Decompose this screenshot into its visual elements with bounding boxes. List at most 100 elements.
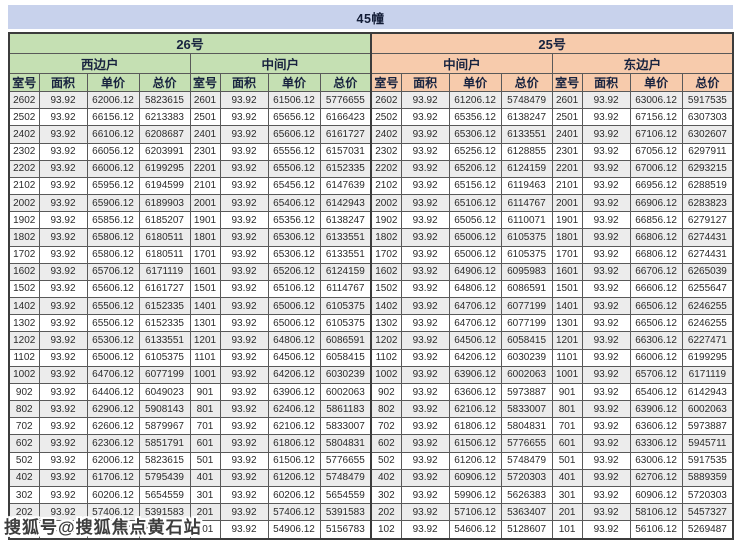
- data-cell: 93.92: [38, 90, 88, 110]
- data-cell: 6283823: [681, 194, 734, 213]
- data-cell: 66106.12: [86, 125, 140, 144]
- data-cell: 65006.12: [86, 348, 140, 367]
- room-cell: 2301: [551, 142, 583, 161]
- data-cell: 5748479: [500, 90, 553, 110]
- table-row: 1602 93.92 65706.12 6171119 1601 93.92 65206.1…: [8, 262, 734, 281]
- data-cell: 5128607: [500, 520, 553, 540]
- data-cell: 65456.12: [267, 176, 321, 196]
- room-cell: 1402: [370, 297, 402, 316]
- data-cell: 61706.12: [86, 468, 140, 487]
- data-cell: 6095983: [500, 262, 553, 281]
- room-cell: 1401: [189, 297, 221, 316]
- room-cell: 1001: [551, 365, 583, 384]
- data-cell: 93.92: [38, 434, 88, 453]
- data-cell: 5203743: [138, 520, 191, 540]
- data-cell: 66306.12: [629, 331, 683, 350]
- data-cell: 60206.12: [267, 485, 321, 505]
- data-cell: 93.92: [400, 245, 450, 264]
- table-row: 2002 93.92 65906.12 6189903 2001 93.92 65406.1…: [8, 194, 734, 213]
- data-cell: 93.92: [400, 262, 450, 281]
- data-cell: 93.92: [219, 159, 269, 178]
- data-cell: 5720303: [500, 468, 553, 487]
- table-row: 2402 93.92 66106.12 6208687 2401 93.92 65606.1…: [8, 125, 734, 144]
- room-cell: 2202: [370, 159, 402, 178]
- data-cell: 65806.12: [86, 228, 140, 247]
- data-cell: 93.92: [38, 194, 88, 213]
- data-cell: 63306.12: [629, 434, 683, 453]
- building-title-label: 45幢: [356, 11, 385, 26]
- data-cell: 93.92: [219, 485, 269, 505]
- data-cell: 6203991: [138, 142, 191, 161]
- room-cell: 2201: [551, 159, 583, 178]
- data-cell: 6180511: [138, 245, 191, 264]
- data-cell: 5776655: [319, 451, 372, 470]
- table-row: 1802 93.92 65806.12 6180511 1801 93.92 65306.1…: [8, 228, 734, 247]
- data-cell: 61506.12: [267, 451, 321, 470]
- data-cell: 5908143: [138, 400, 191, 419]
- table-row: 402 93.92 61706.12 5795439 401 93.92 61206.12 5…: [8, 468, 734, 487]
- room-cell: 1501: [551, 279, 583, 299]
- data-cell: 61506.12: [448, 434, 502, 453]
- data-cell: 6124159: [319, 262, 372, 281]
- data-cell: 61206.12: [267, 468, 321, 487]
- data-cell: 5973887: [681, 417, 734, 436]
- data-cell: 54906.12: [267, 520, 321, 540]
- data-cell: 93.92: [38, 400, 88, 419]
- data-cell: 64506.12: [448, 331, 502, 350]
- data-cell: 93.92: [581, 348, 631, 367]
- room-cell: 1502: [370, 279, 402, 299]
- room-cell: 1901: [551, 211, 583, 230]
- data-cell: 6199295: [681, 348, 734, 367]
- data-cell: 65906.12: [86, 194, 140, 213]
- data-cell: 93.92: [400, 485, 450, 505]
- data-cell: 6279127: [681, 211, 734, 230]
- data-cell: 6246255: [681, 297, 734, 316]
- room-cell: 1502: [8, 279, 40, 299]
- data-cell: 5654559: [138, 485, 191, 505]
- data-cell: 93.92: [400, 211, 450, 230]
- data-cell: 93.92: [400, 194, 450, 213]
- room-cell: 202: [8, 503, 40, 522]
- data-cell: 61806.12: [448, 417, 502, 436]
- data-cell: 5156783: [319, 520, 372, 540]
- data-cell: 66806.12: [629, 228, 683, 247]
- room-cell: 2601: [551, 90, 583, 110]
- data-cell: 93.92: [400, 434, 450, 453]
- data-cell: 57406.12: [267, 503, 321, 522]
- data-cell: 65956.12: [86, 176, 140, 196]
- data-cell: 6049023: [138, 382, 191, 402]
- col-header-unit-price: 单价: [86, 73, 140, 92]
- data-cell: 6133551: [319, 245, 372, 264]
- data-cell: 6152335: [319, 159, 372, 178]
- room-cell: 101: [551, 520, 583, 540]
- building-title: 45幢: [8, 5, 733, 29]
- data-cell: 6058415: [319, 348, 372, 367]
- data-cell: 93.92: [400, 228, 450, 247]
- table-row: 2102 93.92 65956.12 6194599 2101 93.92 65456.1…: [8, 176, 734, 196]
- table-row: 502 93.92 62006.12 5823615 501 93.92 61506.12 5…: [8, 451, 734, 470]
- data-cell: 65506.12: [86, 297, 140, 316]
- data-cell: 93.92: [400, 176, 450, 196]
- room-cell: 2102: [8, 176, 40, 196]
- data-cell: 93.92: [219, 228, 269, 247]
- data-cell: 6274431: [681, 228, 734, 247]
- data-cell: 93.92: [219, 382, 269, 402]
- table-row: 1402 93.92 65506.12 6152335 1401 93.92 65006.1…: [8, 297, 734, 316]
- room-cell: 801: [551, 400, 583, 419]
- room-cell: 1601: [551, 262, 583, 281]
- data-cell: 93.92: [219, 314, 269, 333]
- room-cell: 901: [189, 382, 221, 402]
- col-header-room: 室号: [551, 73, 583, 92]
- data-cell: 62606.12: [86, 417, 140, 436]
- room-cell: 601: [189, 434, 221, 453]
- room-cell: 1002: [370, 365, 402, 384]
- data-cell: 61206.12: [448, 90, 502, 110]
- data-cell: 93.92: [400, 125, 450, 144]
- col-header-area: 面积: [400, 73, 450, 92]
- data-cell: 65606.12: [86, 279, 140, 299]
- data-cell: 93.92: [219, 520, 269, 540]
- data-cell: 65256.12: [448, 142, 502, 161]
- data-cell: 58106.12: [629, 503, 683, 522]
- col-header-unit-price: 单价: [629, 73, 683, 92]
- data-cell: 62106.12: [448, 400, 502, 419]
